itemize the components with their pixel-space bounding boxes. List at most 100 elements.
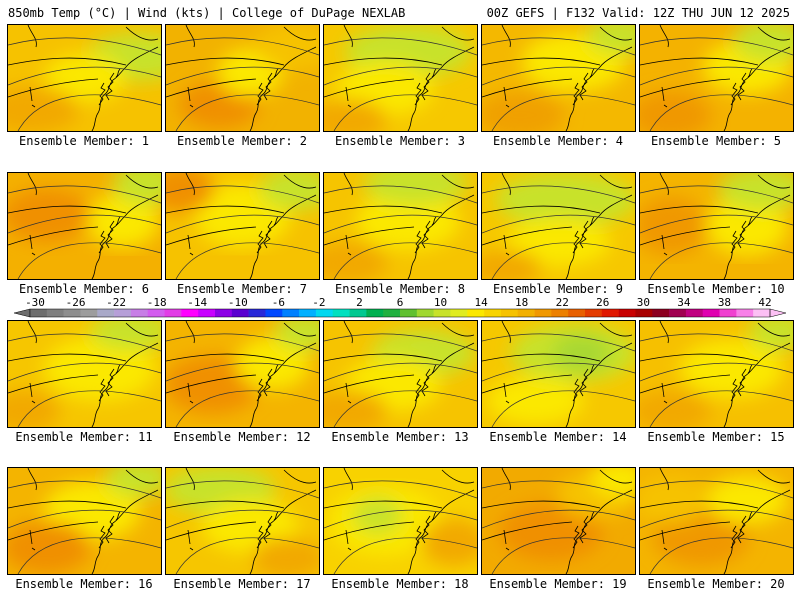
temperature-region (482, 91, 565, 131)
ensemble-map-19 (481, 467, 636, 575)
colorbar-segment (97, 309, 115, 317)
temperature-region (352, 497, 403, 535)
ensemble-member-label: Ensemble Member: 3 (334, 134, 466, 148)
temperature-region (166, 173, 215, 213)
height-contour (8, 185, 161, 279)
ensemble-map-2 (165, 24, 320, 132)
height-contour (8, 333, 161, 427)
height-contour (482, 185, 635, 279)
coastline-outline (482, 468, 633, 574)
colorbar-segment (652, 309, 670, 317)
ensemble-map-16 (7, 467, 162, 575)
temperature-field (8, 173, 161, 279)
height-contour (640, 185, 793, 279)
colorbar-tick-label: -18 (146, 296, 167, 309)
temperature-field (166, 173, 319, 279)
ensemble-member-label: Ensemble Member: 4 (492, 134, 624, 148)
height-contour (166, 333, 319, 427)
colorbar-tick-label: 14 (474, 296, 488, 309)
height-contour (482, 333, 635, 427)
temperature-region (255, 25, 319, 71)
coastline-outline (482, 321, 633, 427)
height-contour (482, 37, 635, 131)
temperature-region (748, 321, 793, 351)
colorbar-segment (198, 309, 216, 317)
coastline-outline (324, 321, 475, 427)
ensemble-map-8 (323, 172, 478, 280)
temperature-field (640, 321, 793, 427)
ensemble-member-label: Ensemble Member: 1 (18, 134, 150, 148)
colorbar-tick-label: 26 (596, 296, 610, 309)
colorbar-tick-label: -6 (271, 296, 285, 309)
ensemble-member-label: Ensemble Member: 5 (650, 134, 782, 148)
temperature-region (498, 502, 603, 561)
ensemble-map-1 (7, 24, 162, 132)
colorbar-segment (433, 309, 451, 317)
ensemble-map-12 (165, 320, 320, 428)
colorbar-tick-label: 6 (396, 296, 404, 309)
coastline-outline (640, 25, 791, 131)
temperature-region (552, 334, 611, 372)
coastline-outline (324, 468, 475, 574)
temperature-region (363, 173, 468, 205)
temperature-field (324, 468, 477, 574)
colorbar-segment (618, 309, 636, 317)
colorbar-segment (484, 309, 502, 317)
colorbar-arrow-left (13, 308, 31, 318)
colorbar-segment (80, 309, 98, 317)
ensemble-member-label: Ensemble Member: 13 (331, 430, 469, 444)
ensemble-member-label: Ensemble Member: 7 (176, 282, 308, 296)
ensemble-member-label: Ensemble Member: 14 (489, 430, 627, 444)
temperature-region (640, 475, 708, 524)
chart-title-right: 00Z GEFS | F132 Valid: 12Z THU JUN 12 20… (486, 6, 790, 20)
colorbar-segment (299, 309, 317, 317)
colorbar-tick-label: -2 (312, 296, 326, 309)
ensemble-map-7 (165, 172, 320, 280)
temperature-field (324, 173, 477, 279)
ensemble-map-15 (639, 320, 794, 428)
coastline-outline (166, 173, 317, 279)
temperature-region (43, 336, 156, 401)
ensemble-member-label: Ensemble Member: 2 (176, 134, 308, 148)
coastline-outline (166, 468, 317, 574)
temperature-region (706, 475, 788, 524)
colorbar-segment (63, 309, 81, 317)
temperature-region (487, 376, 584, 425)
colorbar-arrow-right (769, 308, 787, 318)
ensemble-map-9 (481, 172, 636, 280)
colorbar-tick-label: -14 (187, 296, 208, 309)
ensemble-member-label: Ensemble Member: 18 (331, 577, 469, 591)
colorbar-segment (517, 309, 535, 317)
ensemble-map-10 (639, 172, 794, 280)
temperature-field (8, 321, 161, 427)
ensemble-member-label: Ensemble Member: 16 (15, 577, 153, 591)
colorbar-segment (669, 309, 687, 317)
colorbar-segment (181, 309, 199, 317)
ensemble-map-4 (481, 24, 636, 132)
temperature-region (251, 536, 319, 574)
colorbar-tick-label: 10 (433, 296, 448, 309)
ensemble-member-label: Ensemble Member: 15 (647, 430, 785, 444)
colorbar-tick-label: -26 (65, 296, 86, 309)
temperature-region (586, 25, 635, 55)
colorbar-segment (601, 309, 619, 317)
temperature-field (166, 321, 319, 427)
temperature-region (89, 321, 161, 351)
coastline-outline (166, 25, 317, 131)
ensemble-map-3 (323, 24, 478, 132)
temperature-field (482, 468, 635, 574)
temperature-region (236, 336, 310, 390)
height-contour (166, 480, 319, 574)
colorbar-segment (585, 309, 603, 317)
colorbar-segment (147, 309, 165, 317)
colorbar-segment (164, 309, 182, 317)
height-contour (324, 480, 477, 574)
height-contour (324, 333, 477, 427)
colorbar-tick-label: 30 (636, 296, 650, 309)
ensemble-map-14 (481, 320, 636, 428)
ensemble-member-label: Ensemble Member: 19 (489, 577, 627, 591)
colorbar-segment (500, 309, 519, 317)
colorbar-tick-label: 22 (555, 296, 569, 309)
colorbar-segment (349, 309, 367, 317)
temperature-field (8, 468, 161, 574)
